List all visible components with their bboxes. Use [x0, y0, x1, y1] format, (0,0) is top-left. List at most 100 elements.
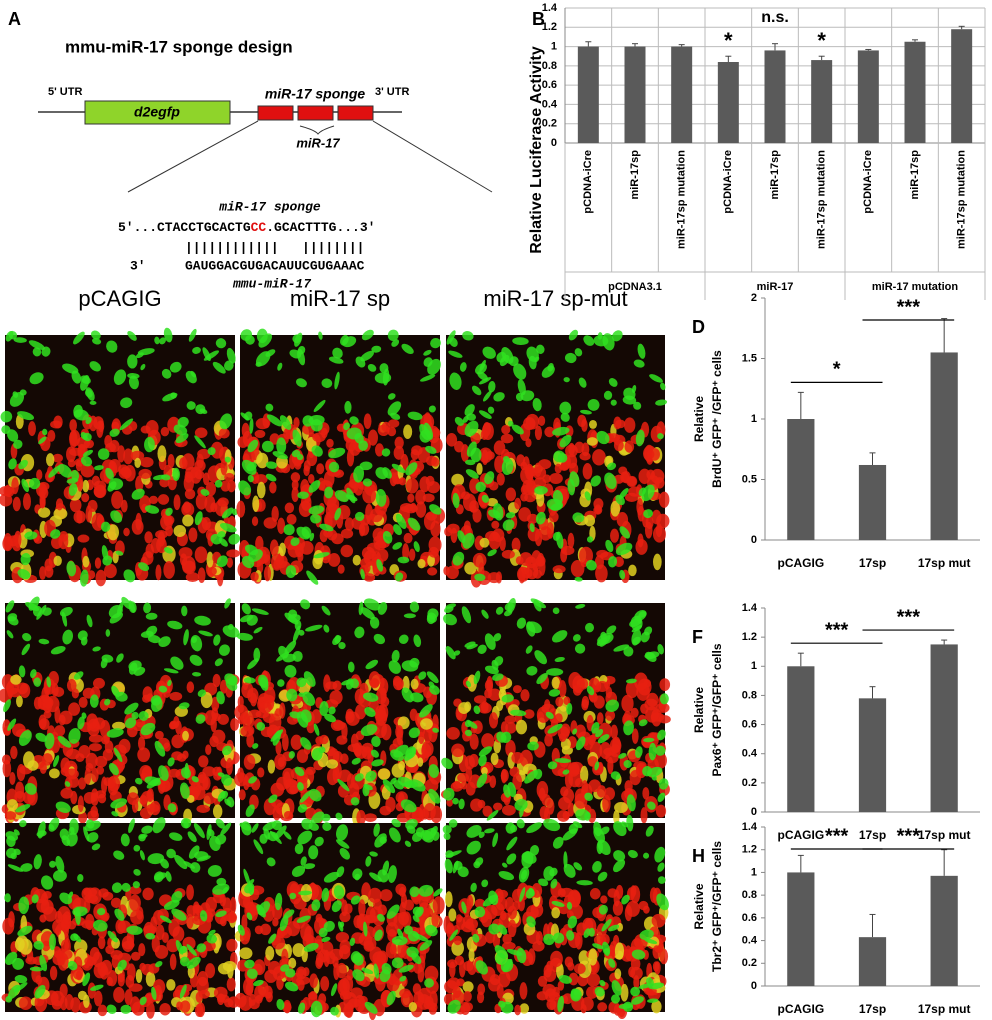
gfp-cell — [564, 352, 577, 364]
nucleus — [131, 799, 139, 813]
nucleus — [163, 561, 175, 579]
gfp-cell — [493, 392, 505, 402]
gfp-cell — [428, 405, 436, 413]
nucleus — [181, 502, 195, 517]
gfp-cell — [255, 351, 271, 367]
nucleus — [93, 484, 107, 499]
nucleus — [47, 430, 56, 442]
nucleus — [78, 696, 88, 708]
bar — [624, 46, 646, 144]
nucleus — [584, 514, 596, 527]
nucleus — [1, 754, 11, 765]
nucleus — [385, 922, 399, 937]
gfp-cell — [221, 507, 234, 519]
nucleus — [396, 727, 403, 746]
gfp-cell — [586, 536, 594, 543]
column-header: miR-17 sp-mut — [483, 286, 627, 311]
nucleus — [297, 968, 305, 978]
gfp-cell — [82, 432, 92, 442]
nucleus — [579, 546, 594, 565]
nucleus — [595, 680, 609, 693]
nucleus — [496, 700, 504, 712]
gfp-cell — [585, 559, 597, 571]
nucleus — [377, 768, 391, 781]
nucleus — [43, 890, 52, 899]
nucleus — [534, 462, 542, 478]
nucleus — [54, 725, 66, 737]
gfp-cell — [590, 475, 602, 487]
nucleus — [292, 943, 305, 957]
nucleus — [240, 726, 254, 737]
gfp-cell — [73, 409, 89, 421]
gfp-cell — [29, 477, 41, 490]
nucleus — [399, 502, 414, 513]
nucleus — [267, 759, 276, 774]
nucleus — [43, 710, 52, 719]
nucleus — [643, 905, 650, 914]
nucleus — [4, 811, 17, 820]
gfp-cell — [265, 461, 278, 469]
nucleus — [607, 756, 614, 775]
nucleus — [472, 508, 482, 523]
nucleus — [84, 894, 99, 904]
gfp-cell — [423, 349, 432, 356]
gfp-cell — [308, 414, 325, 426]
nucleus — [428, 546, 439, 558]
nucleus — [417, 966, 425, 983]
nucleus — [173, 525, 187, 537]
gfp-cell — [135, 352, 144, 359]
nucleus — [527, 948, 536, 965]
nucleus — [278, 542, 286, 557]
sequence-title: miR-17 sponge — [218, 199, 321, 214]
pairing: |||||||||||| |||||||| — [185, 240, 364, 255]
gfp-cell — [484, 471, 495, 485]
gfp-cell — [163, 547, 173, 554]
significance: * — [724, 28, 733, 53]
nucleus — [251, 516, 259, 527]
nucleus — [105, 442, 116, 453]
nucleus — [148, 495, 159, 505]
nucleus — [172, 926, 185, 942]
x-tick-label: pCAGIG — [777, 556, 824, 570]
nucleus — [296, 749, 309, 764]
gfp-cell — [449, 372, 462, 390]
nucleus — [184, 488, 196, 500]
gfp-cell — [612, 330, 623, 342]
nucleus — [501, 804, 516, 816]
nucleus — [427, 567, 438, 576]
gfp-cell — [140, 363, 146, 371]
nucleus — [500, 769, 509, 783]
gfp-cell — [557, 453, 568, 463]
nucleus — [37, 507, 51, 518]
gfp-cell — [7, 429, 19, 442]
nucleus — [431, 427, 441, 438]
x-tick-label: pCDNA-iCre — [722, 150, 734, 214]
x-tick-label: 17sp — [859, 828, 886, 842]
nucleus — [567, 962, 575, 971]
nucleus — [283, 810, 293, 820]
nucleus — [173, 715, 180, 729]
top-strand: 5'...CTACCTGCACTGCC.GCACTTTG...3' — [118, 220, 375, 235]
nucleus — [142, 887, 154, 901]
nucleus — [415, 501, 427, 518]
nucleus — [212, 804, 223, 819]
y-axis-label: Tbr2⁺ GFP⁺/GFP⁺ cells — [710, 841, 724, 972]
nucleus — [420, 718, 433, 730]
gfp-cell — [462, 532, 475, 549]
nucleus — [607, 433, 620, 442]
gfp-cell — [318, 331, 323, 340]
x-tick-label: 17sp mut — [918, 556, 971, 570]
nucleus — [534, 425, 543, 441]
nucleus — [87, 499, 98, 513]
gfp-cell — [32, 347, 42, 357]
nucleus — [558, 796, 571, 811]
nucleus — [545, 988, 556, 1003]
nucleus — [460, 491, 471, 500]
gfp-cell — [407, 411, 423, 421]
y-axis-label: Pax6⁺ GFP⁺/GFP⁺ cells — [710, 643, 724, 776]
nucleus — [242, 895, 254, 909]
nucleus — [491, 520, 500, 529]
y-tick-label: 1.2 — [542, 21, 557, 33]
nucleus — [194, 427, 208, 439]
gfp-cell — [360, 568, 365, 580]
